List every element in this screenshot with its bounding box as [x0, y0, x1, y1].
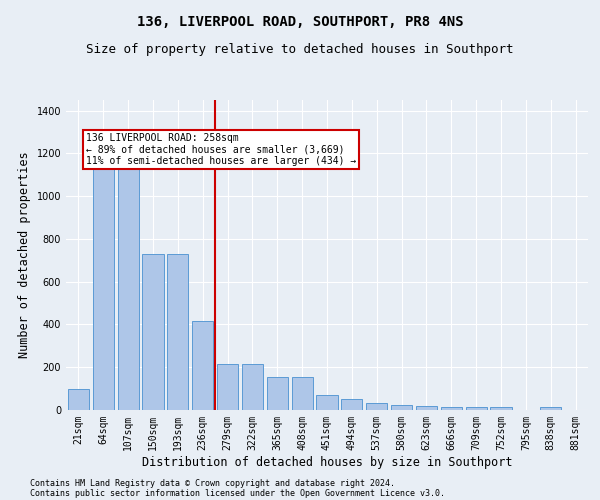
Bar [242, 364, 263, 410]
Bar [93, 165, 114, 410]
Y-axis label: Number of detached properties: Number of detached properties [18, 152, 31, 358]
Text: Size of property relative to detached houses in Southport: Size of property relative to detached ho… [86, 42, 514, 56]
Text: Contains public sector information licensed under the Open Government Licence v3: Contains public sector information licen… [30, 488, 445, 498]
Bar [341, 400, 362, 410]
Text: 136 LIVERPOOL ROAD: 258sqm
← 89% of detached houses are smaller (3,669)
11% of s: 136 LIVERPOOL ROAD: 258sqm ← 89% of deta… [86, 133, 356, 166]
Bar [490, 407, 512, 410]
Bar [416, 406, 437, 410]
Bar [142, 254, 164, 410]
X-axis label: Distribution of detached houses by size in Southport: Distribution of detached houses by size … [142, 456, 512, 468]
Bar [292, 377, 313, 410]
Bar [316, 395, 338, 410]
Bar [217, 364, 238, 410]
Bar [366, 402, 387, 410]
Bar [441, 407, 462, 410]
Bar [267, 377, 288, 410]
Bar [540, 407, 561, 410]
Bar [192, 322, 213, 410]
Bar [167, 254, 188, 410]
Bar [118, 164, 139, 410]
Text: 136, LIVERPOOL ROAD, SOUTHPORT, PR8 4NS: 136, LIVERPOOL ROAD, SOUTHPORT, PR8 4NS [137, 15, 463, 29]
Bar [68, 388, 89, 410]
Bar [466, 407, 487, 410]
Text: Contains HM Land Registry data © Crown copyright and database right 2024.: Contains HM Land Registry data © Crown c… [30, 478, 395, 488]
Bar [391, 404, 412, 410]
